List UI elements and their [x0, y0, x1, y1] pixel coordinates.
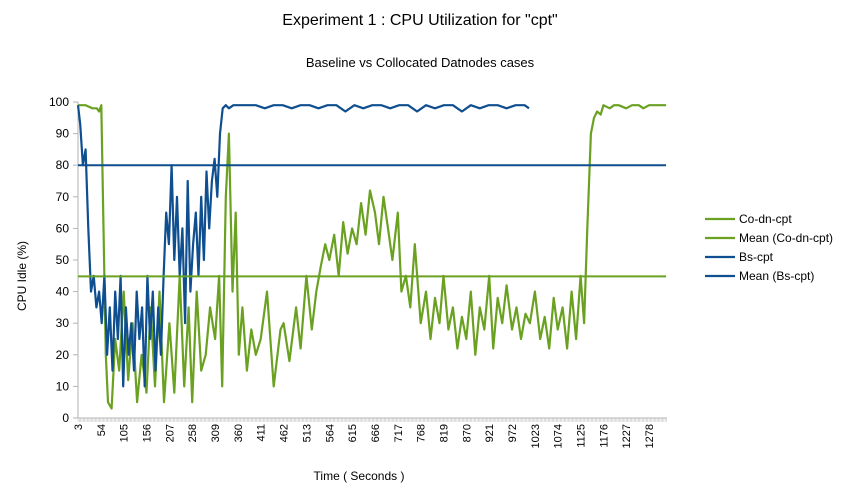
x-tick-label: 156 [142, 424, 154, 442]
y-tick-label: 20 [56, 348, 70, 362]
chart-title: Experiment 1 : CPU Utilization for "cpt" [282, 12, 557, 29]
x-tick-label: 819 [438, 424, 450, 442]
x-tick-label: 1278 [644, 424, 656, 448]
legend: Co-dn-cpt Mean (Co-dn-cpt) Bs-cpt Mean (Bs-… [705, 212, 833, 283]
x-tick-label: 564 [324, 424, 336, 442]
plot-area: 0 10 20 30 40 50 60 70 80 90 100 3 54 105 156 207 258 309… [49, 95, 667, 448]
y-tick-label: 10 [56, 379, 70, 393]
x-tick-label: 717 [393, 424, 405, 442]
x-tick-label: 207 [164, 424, 176, 442]
x-tick-label: 615 [347, 424, 359, 442]
legend-label: Co-dn-cpt [739, 212, 792, 226]
x-tick-label: 258 [187, 424, 199, 442]
x-tick-label: 1125 [576, 424, 588, 448]
x-tick-label: 1227 [621, 424, 633, 448]
x-tick-label: 972 [507, 424, 519, 442]
x-tick-label: 921 [484, 424, 496, 442]
x-tick-label: 360 [233, 424, 245, 442]
x-tick-label: 3 [73, 424, 85, 430]
y-tick-label: 0 [62, 411, 69, 425]
series-line-3 [76, 104, 530, 388]
y-tick-label: 70 [56, 190, 70, 204]
y-tick-label: 60 [56, 221, 70, 235]
x-tick-label: 870 [461, 424, 473, 442]
y-tick-label: 30 [56, 316, 70, 330]
x-axis-title: Time ( Seconds ) [314, 469, 405, 483]
legend-label: Mean (Bs-cpt) [739, 269, 814, 283]
x-tick-label: 462 [279, 424, 291, 442]
x-tick-label: 105 [119, 424, 131, 442]
x-tick-label: 1023 [530, 424, 542, 448]
y-tick-label: 80 [56, 158, 70, 172]
x-tick-label: 309 [210, 424, 222, 442]
y-axis-title: CPU Idle (%) [15, 241, 29, 311]
legend-label: Mean (Co-dn-cpt) [739, 231, 833, 245]
chart-subtitle: Baseline vs Collocated Datnodes cases [306, 55, 535, 70]
y-tick-label: 100 [49, 95, 69, 109]
x-tick-label: 513 [301, 424, 313, 442]
x-tick-label: 54 [96, 424, 108, 436]
x-tick-label: 666 [370, 424, 382, 442]
y-tick-label: 50 [56, 253, 70, 267]
y-tick-label: 40 [56, 285, 70, 299]
x-tick-label: 411 [256, 424, 268, 442]
x-tick-label: 1074 [553, 424, 565, 448]
y-tick-label: 90 [56, 127, 70, 141]
series-line-1 [78, 104, 667, 410]
x-tick-label: 768 [416, 424, 428, 442]
x-tick-label: 1176 [598, 424, 610, 448]
legend-label: Bs-cpt [739, 250, 774, 264]
